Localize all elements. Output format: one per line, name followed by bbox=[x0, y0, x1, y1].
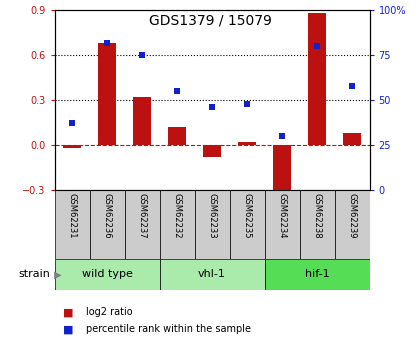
Bar bbox=[55, 190, 89, 259]
Bar bbox=[335, 190, 370, 259]
Text: GSM62237: GSM62237 bbox=[138, 193, 147, 239]
Bar bbox=[55, 259, 160, 290]
Point bbox=[349, 83, 355, 88]
Text: strain: strain bbox=[18, 269, 50, 279]
Bar bbox=[265, 190, 299, 259]
Point bbox=[209, 105, 215, 110]
Text: vhl-1: vhl-1 bbox=[198, 269, 226, 279]
Bar bbox=[98, 43, 116, 145]
Bar bbox=[265, 259, 370, 290]
Point bbox=[69, 121, 76, 126]
Bar bbox=[308, 13, 326, 145]
Bar bbox=[194, 190, 230, 259]
Point bbox=[139, 52, 145, 58]
Text: ■: ■ bbox=[63, 307, 74, 317]
Bar bbox=[160, 190, 194, 259]
Text: GSM62239: GSM62239 bbox=[348, 193, 357, 239]
Bar bbox=[160, 259, 265, 290]
Text: hif-1: hif-1 bbox=[305, 269, 329, 279]
Bar bbox=[344, 133, 361, 145]
Text: GSM62235: GSM62235 bbox=[243, 193, 252, 239]
Text: ▶: ▶ bbox=[51, 269, 62, 279]
Bar bbox=[299, 190, 335, 259]
Point bbox=[279, 133, 286, 139]
Point bbox=[244, 101, 250, 106]
Point bbox=[314, 43, 320, 49]
Text: log2 ratio: log2 ratio bbox=[86, 307, 133, 317]
Bar bbox=[89, 190, 125, 259]
Bar bbox=[168, 127, 186, 145]
Text: wild type: wild type bbox=[81, 269, 133, 279]
Point bbox=[104, 40, 110, 46]
Bar bbox=[134, 97, 151, 145]
Bar bbox=[125, 190, 160, 259]
Text: percentile rank within the sample: percentile rank within the sample bbox=[86, 325, 251, 334]
Text: ■: ■ bbox=[63, 325, 74, 334]
Text: GDS1379 / 15079: GDS1379 / 15079 bbox=[149, 14, 271, 28]
Text: GSM62236: GSM62236 bbox=[102, 193, 112, 239]
Text: GSM62234: GSM62234 bbox=[278, 193, 286, 239]
Text: GSM62233: GSM62233 bbox=[207, 193, 217, 239]
Bar bbox=[203, 145, 221, 157]
Text: GSM62231: GSM62231 bbox=[68, 193, 76, 239]
Bar bbox=[273, 145, 291, 193]
Bar bbox=[239, 142, 256, 145]
Bar bbox=[230, 190, 265, 259]
Text: GSM62238: GSM62238 bbox=[312, 193, 322, 239]
Text: GSM62232: GSM62232 bbox=[173, 193, 181, 239]
Bar bbox=[63, 145, 81, 148]
Point bbox=[174, 88, 181, 94]
